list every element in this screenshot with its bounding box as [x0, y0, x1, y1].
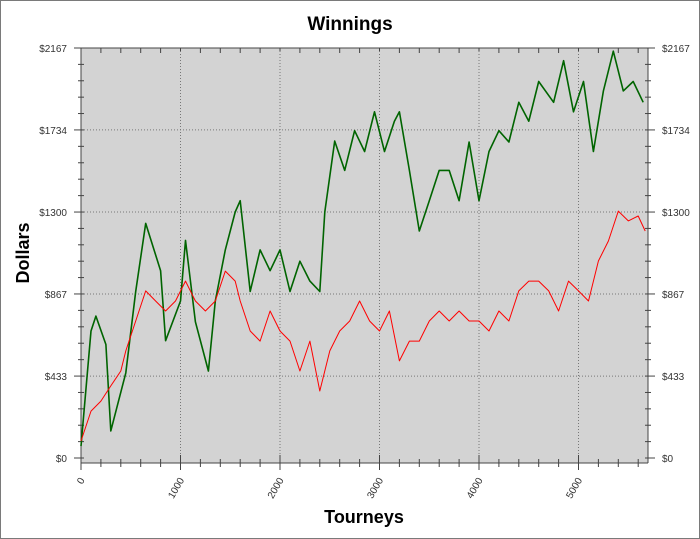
x-tick-label: 5000: [564, 476, 585, 501]
x-axis-label: Tourneys: [324, 507, 404, 527]
x-tick-label: 0: [75, 476, 88, 487]
y-tick-label-right: $2167: [662, 44, 690, 55]
chart-title: Winnings: [307, 14, 392, 35]
red-series-line: [80, 210, 646, 442]
y-tick-label: $1300: [39, 208, 67, 219]
y-tick-label: $433: [45, 372, 68, 383]
y-tick-label: $867: [45, 290, 68, 301]
plot-area: [81, 48, 648, 463]
y-tick-label: $0: [56, 454, 68, 465]
x-tick-label: 2000: [266, 476, 287, 501]
y-tick-label: $2167: [39, 44, 67, 55]
y-tick-label-right: $867: [662, 290, 685, 301]
y-tick-label-right: $1734: [662, 126, 690, 137]
y-tick-label-right: $433: [662, 372, 685, 383]
x-tick-label: 1000: [166, 476, 187, 501]
x-tick-label: 3000: [365, 476, 386, 501]
y-tick-label: $1734: [39, 126, 67, 137]
green-series-line: [80, 50, 644, 447]
y-tick-label-right: $0: [662, 454, 674, 465]
y-axis-label: Dollars: [13, 222, 33, 283]
y-tick-label-right: $1300: [662, 208, 690, 219]
x-tick-label: 4000: [465, 476, 486, 501]
